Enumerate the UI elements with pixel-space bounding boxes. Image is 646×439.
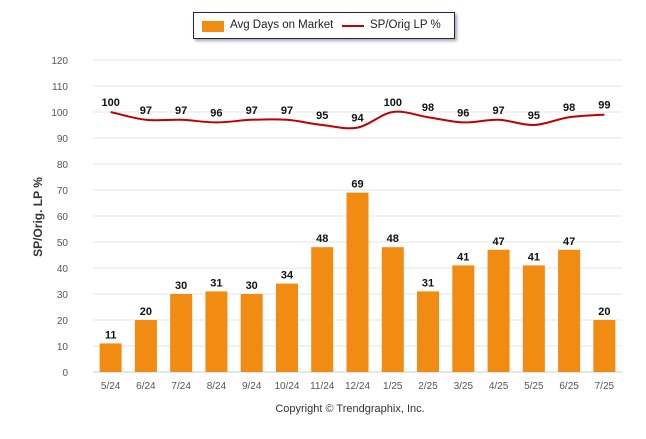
bar-value-label: 31 [422, 277, 434, 289]
line-value-label: 95 [528, 110, 540, 122]
line-value-label: 98 [563, 102, 575, 114]
bar [522, 265, 545, 372]
bar-value-label: 47 [492, 236, 504, 248]
x-tick-label: 7/25 [595, 381, 615, 392]
y-tick-label: 0 [62, 368, 68, 379]
line-series [110, 110, 605, 130]
bar [275, 283, 298, 372]
legend-line-label: SP/Orig LP % [370, 19, 441, 31]
y-tick-label: 30 [57, 290, 69, 301]
bar-value-label: 31 [210, 277, 222, 289]
bar [346, 192, 369, 372]
y-tick-label: 110 [52, 82, 68, 93]
line-value-label: 97 [246, 105, 258, 117]
y-axis-ticks: 0 10 20 30 40 50 60 70 80 90 100 110 120 [51, 56, 68, 379]
line-value-label: 98 [422, 102, 434, 114]
line-value-label: 94 [351, 113, 364, 125]
x-tick-label: 4/25 [489, 381, 509, 392]
y-tick-label: 60 [57, 212, 69, 223]
line-value-label: 97 [492, 105, 504, 117]
line-value-label: 99 [598, 100, 610, 112]
x-tick-label: 3/25 [454, 381, 474, 392]
line-value-label: 97 [175, 105, 187, 117]
x-tick-label: 5/25 [524, 381, 544, 392]
bar [558, 249, 581, 372]
bar [205, 291, 228, 372]
y-tick-label: 50 [57, 238, 69, 249]
copyright-text: Copyright © Trendgraphix, Inc. [275, 403, 425, 415]
x-tick-label: 1/25 [383, 381, 403, 392]
y-tick-label: 90 [57, 134, 69, 145]
x-axis-ticks: 5/24 6/24 7/24 8/24 9/24 10/24 11/24 12/24 1/25 2… [101, 381, 615, 392]
bar [487, 249, 510, 372]
y-tick-label: 70 [57, 186, 69, 197]
y-tick-label: 120 [51, 56, 68, 67]
bar-value-label: 30 [246, 280, 258, 292]
bar [417, 291, 440, 372]
bar [99, 343, 122, 372]
bar [311, 247, 334, 372]
y-tick-label: 20 [57, 316, 69, 327]
legend: Avg Days on Market SP/Orig LP % [193, 12, 455, 39]
bar-value-label: 30 [175, 280, 187, 292]
line-value-label: 97 [281, 105, 293, 117]
bar [170, 294, 193, 372]
bar-series [99, 192, 616, 372]
bar [134, 320, 157, 372]
bar [240, 294, 263, 372]
legend-bar-label: Avg Days on Market [230, 19, 334, 31]
legend-line-swatch [342, 25, 364, 27]
y-tick-label: 100 [51, 108, 68, 119]
y-tick-label: 10 [57, 342, 69, 353]
x-tick-label: 12/24 [345, 381, 370, 392]
bar-value-label: 20 [598, 306, 610, 318]
x-tick-label: 6/25 [559, 381, 579, 392]
line-value-label: 96 [210, 107, 222, 119]
x-tick-label: 7/24 [171, 381, 191, 392]
x-tick-label: 5/24 [101, 381, 121, 392]
line-value-label: 96 [457, 107, 469, 119]
y-axis-title: SP/Orig. LP % [31, 177, 45, 257]
bar-value-label: 41 [457, 251, 469, 263]
x-tick-label: 2/25 [418, 381, 438, 392]
y-tick-label: 40 [57, 264, 69, 275]
x-tick-label: 10/24 [274, 381, 299, 392]
line-value-label: 100 [384, 97, 402, 109]
bar [452, 265, 475, 372]
line-value-label: 97 [140, 105, 152, 117]
bar-value-label: 48 [387, 233, 399, 245]
bar-value-label: 34 [281, 270, 294, 282]
bar-value-label: 47 [563, 236, 575, 248]
bar [593, 320, 616, 372]
line-value-label: 95 [316, 110, 328, 122]
bar-value-label: 20 [140, 306, 152, 318]
y-tick-label: 80 [57, 160, 69, 171]
line-value-label: 100 [101, 97, 119, 109]
x-tick-label: 6/24 [136, 381, 156, 392]
bar-value-label: 41 [528, 251, 540, 263]
x-tick-label: 8/24 [207, 381, 227, 392]
bar-value-label: 69 [351, 179, 363, 191]
sp-orig-lp-line [110, 110, 605, 130]
legend-bar-swatch [202, 21, 224, 32]
x-tick-label: 11/24 [310, 381, 335, 392]
x-tick-label: 9/24 [242, 381, 262, 392]
bar-value-label: 48 [316, 233, 328, 245]
bar-value-label: 11 [105, 329, 117, 341]
bar [381, 247, 404, 372]
data-labels: 11 20 30 31 30 34 48 69 48 31 41 47 41 47 20 100 97 97 96 9… [101, 97, 610, 341]
